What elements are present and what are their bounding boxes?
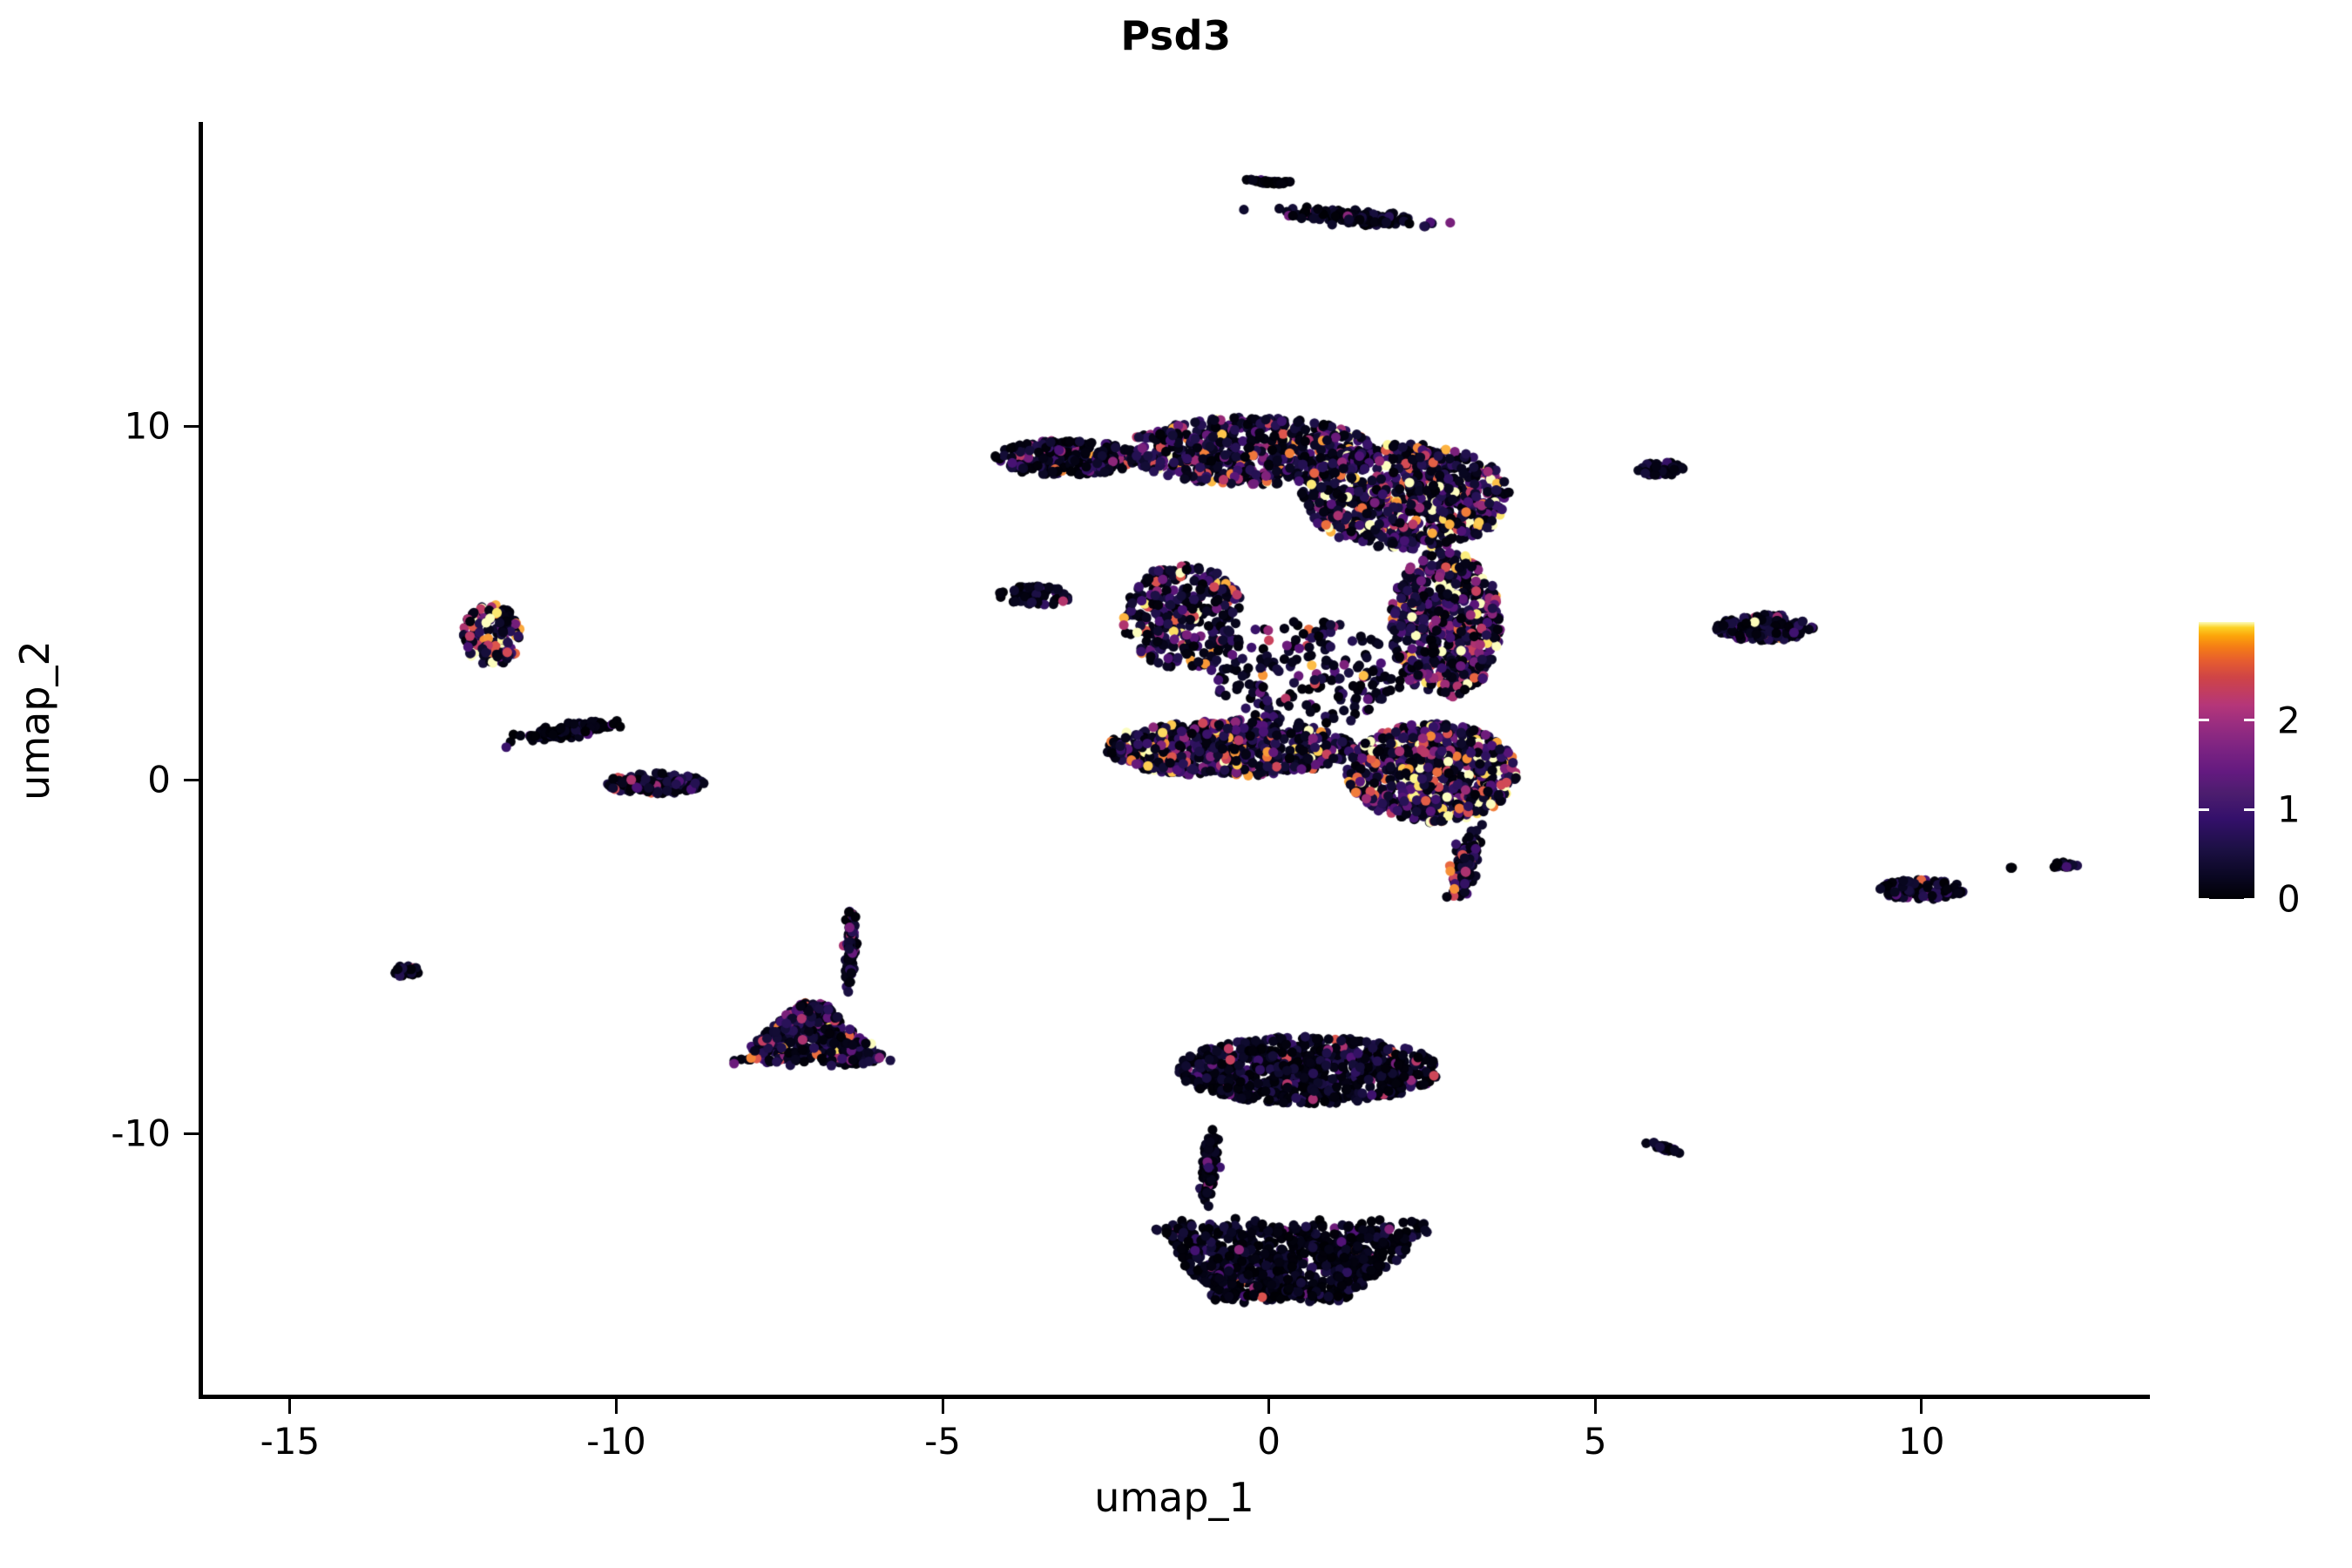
x-tick-mark <box>288 1399 292 1414</box>
colorbar-tick-label: 2 <box>2277 699 2301 742</box>
y-tick-mark <box>184 1132 199 1135</box>
y-tick-mark <box>184 424 199 428</box>
x-tick-label: 5 <box>1583 1420 1607 1463</box>
page-title: Psd3 <box>1120 12 1232 59</box>
x-tick-label: -5 <box>924 1420 961 1463</box>
y-tick-label: 0 <box>147 758 171 801</box>
x-tick-mark <box>614 1399 618 1414</box>
plot-axes <box>199 122 2150 1399</box>
colorbar-tick-mark <box>2199 897 2209 901</box>
colorbar-tick-mark <box>2244 719 2254 722</box>
x-tick-mark <box>1593 1399 1597 1414</box>
x-tick-mark <box>941 1399 944 1414</box>
x-tick-label: -10 <box>586 1420 646 1463</box>
x-tick-mark <box>1920 1399 1923 1414</box>
y-tick-label: -10 <box>111 1112 171 1155</box>
y-tick-mark <box>184 778 199 781</box>
y-axis-label: umap_2 <box>11 640 58 801</box>
colorbar-tick-mark <box>2199 808 2209 811</box>
x-tick-mark <box>1267 1399 1271 1414</box>
scatter-plot-canvas <box>199 122 2150 1399</box>
colorbar <box>2199 622 2254 901</box>
colorbar-gradient <box>2199 622 2254 899</box>
colorbar-tick-mark <box>2244 808 2254 811</box>
x-tick-label: 10 <box>1898 1420 1945 1463</box>
x-tick-label: -15 <box>260 1420 321 1463</box>
colorbar-tick-label: 0 <box>2277 877 2301 921</box>
colorbar-tick-mark <box>2199 719 2209 722</box>
y-tick-label: 10 <box>124 404 171 448</box>
x-axis-label: umap_1 <box>1094 1474 1254 1521</box>
colorbar-tick-mark <box>2244 897 2254 901</box>
colorbar-tick-label: 1 <box>2277 787 2301 831</box>
x-tick-label: 0 <box>1257 1420 1281 1463</box>
